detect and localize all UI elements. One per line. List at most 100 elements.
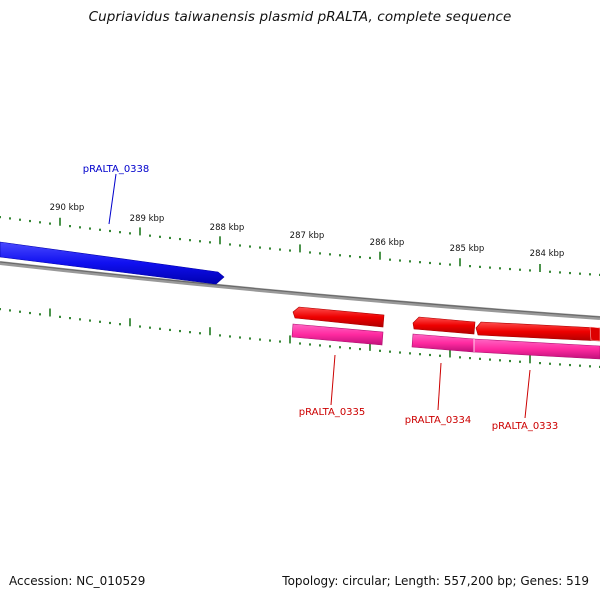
inner-scale-minor-tick — [489, 358, 491, 361]
inner-scale-minor-tick — [229, 335, 231, 338]
outer-scale-minor-tick — [389, 258, 391, 261]
inner-scale-minor-tick — [79, 318, 81, 321]
gene-label-pRALTA_0334[interactable]: pRALTA_0334 — [405, 415, 472, 426]
outer-scale-minor-tick — [159, 235, 161, 238]
outer-scale-minor-tick — [529, 269, 531, 272]
inner-scale-minor-tick — [39, 313, 41, 316]
outer-scale-minor-tick — [309, 251, 311, 254]
inner-scale-minor-tick — [589, 365, 591, 368]
callout-line-pRALTA_0338 — [108, 173, 117, 225]
outer-scale-minor-tick — [79, 226, 81, 229]
inner-scale-minor-tick — [499, 359, 501, 362]
outer-scale-minor-tick — [569, 271, 571, 275]
inner-scale-minor-tick — [389, 350, 391, 353]
outer-scale-minor-tick — [269, 247, 271, 250]
inner-scale-minor-tick — [409, 352, 411, 355]
outer-scale-minor-tick — [519, 268, 521, 271]
outer-scale-minor-tick — [579, 272, 581, 275]
inner-scale-minor-tick — [219, 334, 221, 337]
outer-scale-minor-tick — [399, 259, 401, 262]
kbp-label-285: 285 kbp — [450, 244, 485, 254]
outer-scale-minor-tick — [179, 237, 181, 241]
outer-scale-minor-tick — [129, 232, 131, 235]
inner-scale-minor-tick — [319, 344, 321, 347]
cds-pRALTA_0335-pink[interactable] — [291, 323, 384, 346]
inner-scale-minor-tick — [19, 310, 21, 313]
gene-label-pRALTA_0335[interactable]: pRALTA_0335 — [299, 407, 366, 418]
outer-scale-minor-tick — [319, 252, 321, 255]
outer-scale-minor-tick — [169, 236, 171, 240]
inner-scale-minor-tick — [159, 327, 161, 330]
inner-scale-minor-tick — [99, 320, 101, 323]
topology-summary: Topology: circular; Length: 557,200 bp; … — [282, 574, 589, 588]
inner-scale-minor-tick — [179, 329, 181, 333]
cds-pRALTA_0333-red[interactable] — [475, 321, 600, 342]
inner-scale-minor-tick — [429, 353, 431, 357]
outer-scale-minor-tick — [19, 218, 21, 221]
cds-pRALTA_0338[interactable] — [0, 241, 225, 285]
outer-scale-minor-tick — [559, 271, 561, 274]
inner-scale-minor-tick — [359, 347, 361, 351]
outer-scale-minor-tick — [109, 229, 111, 233]
outer-scale-minor-tick — [189, 239, 191, 242]
cds-pRALTA_0334-red[interactable] — [412, 316, 476, 335]
inner-scale-minor-tick — [239, 336, 241, 339]
inner-scale-minor-tick — [89, 319, 91, 322]
kbp-label-289: 289 kbp — [130, 214, 165, 224]
cds-pRALTA_0333-pink[interactable] — [473, 338, 600, 360]
inner-scale-minor-tick — [419, 353, 421, 356]
inner-scale-minor-tick — [259, 338, 261, 341]
outer-scale-minor-tick — [289, 249, 291, 252]
inner-scale-minor-tick — [469, 357, 471, 360]
outer-scale-minor-tick — [369, 256, 371, 260]
cds-pRALTA_0334-pink[interactable] — [411, 333, 475, 353]
outer-scale-minor-tick — [509, 267, 511, 271]
outer-scale-minor-tick — [9, 217, 11, 220]
inner-scale-minor-tick — [399, 351, 401, 354]
inner-scale-minor-tick — [349, 347, 351, 350]
outer-scale-minor-tick — [479, 265, 481, 268]
inner-scale-minor-tick — [249, 337, 251, 340]
cds-pRALTA_0332-red[interactable] — [589, 326, 600, 342]
callout-line-pRALTA_0333 — [524, 369, 531, 419]
inner-scale-minor-tick — [509, 359, 511, 363]
inner-scale-minor-tick — [579, 364, 581, 367]
inner-scale-minor-tick — [139, 325, 141, 328]
inner-scale-minor-tick — [69, 317, 71, 320]
inner-scale-minor-tick — [519, 360, 521, 363]
inner-scale-minor-tick — [199, 332, 201, 335]
cds-pRALTA_0335-red[interactable] — [292, 306, 385, 328]
outer-scale-minor-tick — [419, 261, 421, 264]
inner-scale-minor-tick — [149, 326, 151, 329]
inner-scale-minor-tick — [339, 346, 341, 349]
inner-scale-minor-tick — [459, 356, 461, 359]
inner-scale-minor-tick — [539, 362, 541, 365]
inner-scale-minor-tick — [299, 342, 301, 345]
outer-scale-minor-tick — [0, 216, 1, 219]
map-title: Cupriavidus taiwanensis plasmid pRALTA, … — [88, 9, 512, 25]
kbp-label-290: 290 kbp — [50, 203, 85, 213]
kbp-label-284: 284 kbp — [530, 249, 565, 259]
outer-scale-minor-tick — [209, 241, 211, 244]
outer-scale-minor-tick — [199, 240, 201, 243]
outer-scale-minor-tick — [429, 261, 431, 265]
inner-scale-minor-tick — [189, 331, 191, 334]
outer-scale-minor-tick — [149, 234, 151, 237]
outer-scale-minor-tick — [489, 266, 491, 269]
outer-scale-minor-tick — [329, 253, 331, 256]
inner-scale-minor-tick — [279, 340, 281, 343]
inner-scale-minor-tick — [59, 315, 61, 318]
inner-scale-minor-tick — [9, 309, 11, 312]
inner-scale-minor-tick — [549, 362, 551, 365]
outer-scale-minor-tick — [279, 248, 281, 251]
outer-scale-minor-tick — [249, 245, 251, 248]
gene-label-pRALTA_0333[interactable]: pRALTA_0333 — [492, 421, 559, 432]
outer-scale-minor-tick — [69, 225, 71, 228]
inner-scale-minor-tick — [329, 345, 331, 348]
outer-scale-minor-tick — [89, 227, 91, 230]
outer-scale-minor-tick — [229, 243, 231, 246]
inner-scale-minor-tick — [479, 357, 481, 360]
gene-label-pRALTA_0338[interactable]: pRALTA_0338 — [83, 164, 150, 175]
outer-scale-minor-tick — [349, 255, 351, 258]
